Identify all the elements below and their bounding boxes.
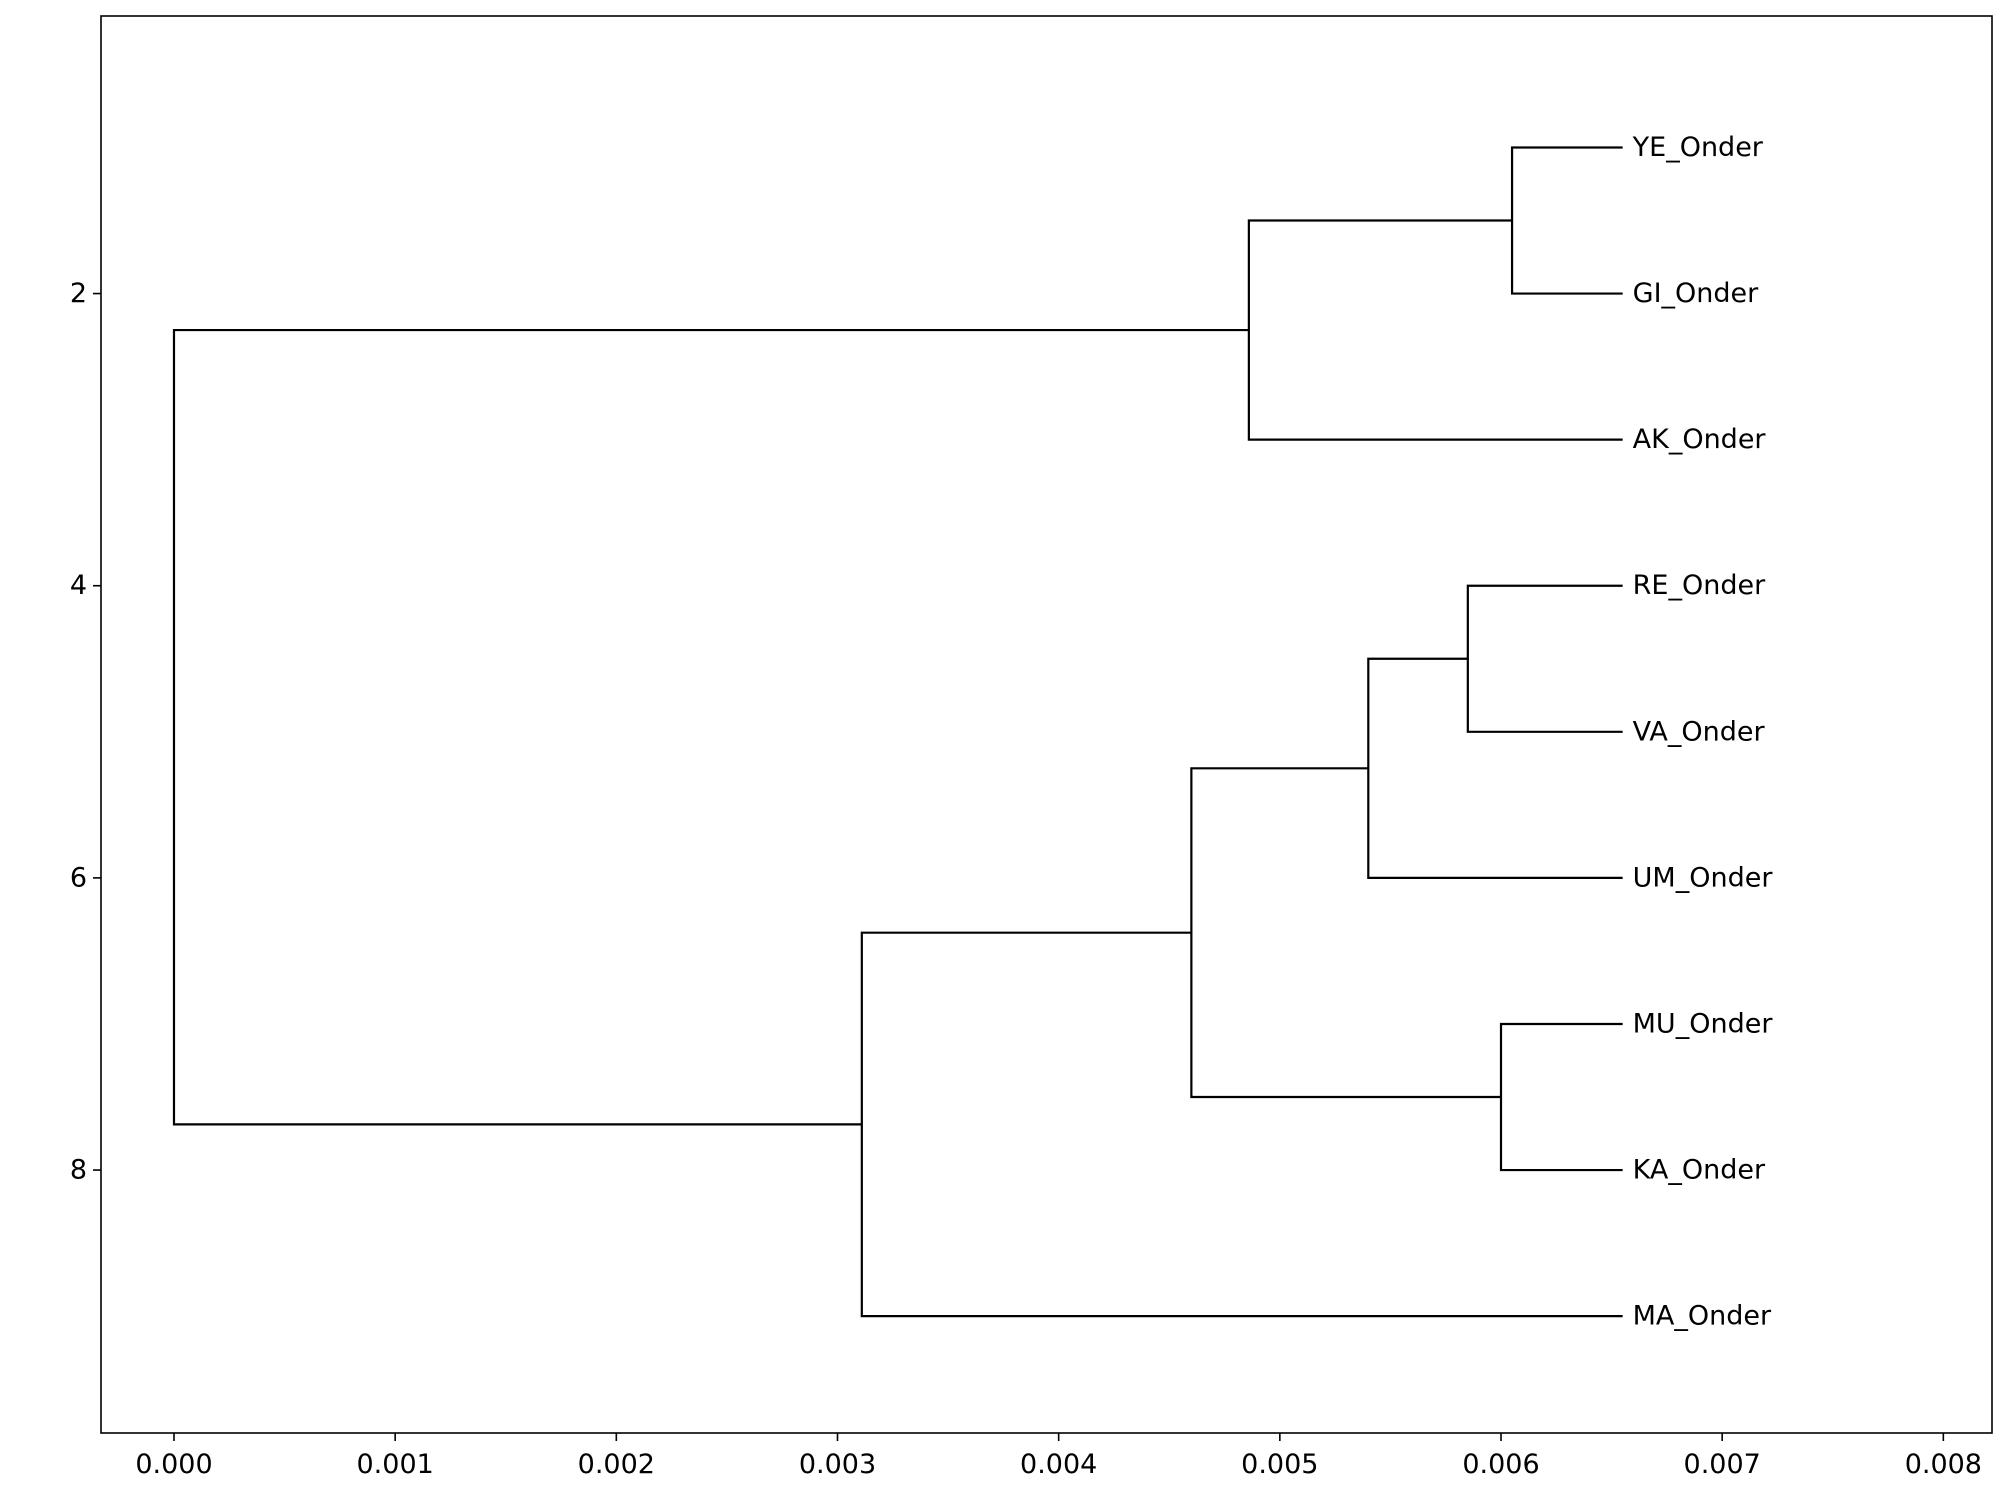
y-tick-label: 2 xyxy=(70,278,87,309)
dendrogram-link-8 xyxy=(172,328,1249,1126)
dendrogram-links xyxy=(172,146,1623,1318)
dendrogram-link-6 xyxy=(1190,767,1501,1099)
leaf-labels: YE_Onder GI_Onder AK_Onder RE_Onder VA_Onder… xyxy=(1632,132,1774,1332)
leaf-label-va-onder: VA_Onder xyxy=(1633,716,1766,747)
leaf-label-re-onder: RE_Onder xyxy=(1633,570,1766,601)
x-tick-label: 0.001 xyxy=(357,1449,434,1480)
dendrogram-link-3 xyxy=(1466,584,1623,733)
leaf-label-ma-onder: MA_Onder xyxy=(1633,1301,1772,1332)
x-tick-label: 0.008 xyxy=(1905,1449,1982,1480)
x-tick-label: 0.002 xyxy=(578,1449,655,1480)
leaf-label-mu-onder: MU_Onder xyxy=(1633,1008,1774,1039)
leaf-label-ka-onder: KA_Onder xyxy=(1633,1155,1766,1186)
leaf-label-gi-onder: GI_Onder xyxy=(1633,278,1759,309)
plot-frame xyxy=(100,15,1993,1434)
y-tick-label: 8 xyxy=(70,1155,87,1186)
y-tick-label: 4 xyxy=(70,570,87,601)
leaf-label-ak-onder: AK_Onder xyxy=(1633,424,1767,455)
x-axis: 0.000 0.001 0.002 0.003 0.004 0.005 0.006 0.007… xyxy=(135,1433,1982,1480)
x-tick-label: 0.005 xyxy=(1241,1449,1318,1480)
x-tick-label: 0.003 xyxy=(799,1449,876,1480)
x-tick-label: 0.007 xyxy=(1684,1449,1761,1480)
x-tick-label: 0.004 xyxy=(1020,1449,1097,1480)
y-tick-label: 6 xyxy=(70,862,87,893)
leaf-label-ye-onder: YE_Onder xyxy=(1632,132,1764,163)
y-axis: 2 4 6 8 xyxy=(70,278,101,1186)
x-tick-label: 0.000 xyxy=(135,1449,212,1480)
x-tick-label: 0.006 xyxy=(1462,1449,1539,1480)
leaf-label-um-onder: UM_Onder xyxy=(1633,862,1774,893)
